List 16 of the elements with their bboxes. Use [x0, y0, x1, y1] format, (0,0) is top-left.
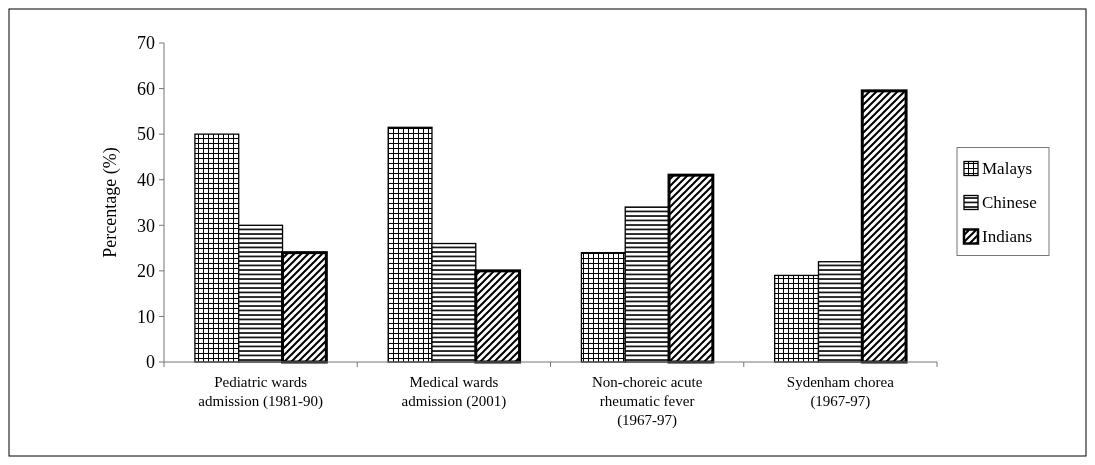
x-tick-label: Sydenham chorea (1967-97): [786, 374, 895, 410]
y-tick-label: 70: [137, 33, 155, 54]
y-axis-title: Percentage (%): [100, 147, 121, 258]
y-tick-label: 0: [146, 352, 155, 373]
legend-label: Indians: [982, 227, 1033, 247]
x-tick-label: Medical wards admission (2001): [401, 374, 507, 410]
y-tick-label: 40: [137, 170, 155, 191]
x-tick-label: Non-choreic acute rheumatic fever (1967-97): [591, 374, 703, 429]
y-tick-label: 50: [137, 124, 155, 145]
x-tick-label: Pediatric wards admission (1981-90): [198, 374, 323, 410]
legend-label: Chinese: [982, 193, 1037, 213]
y-tick-label: 20: [137, 261, 155, 282]
legend-label: Malays: [982, 159, 1033, 179]
y-tick-label: 60: [137, 78, 155, 99]
y-tick-label: 30: [137, 215, 155, 236]
y-tick-label: 10: [137, 306, 155, 327]
